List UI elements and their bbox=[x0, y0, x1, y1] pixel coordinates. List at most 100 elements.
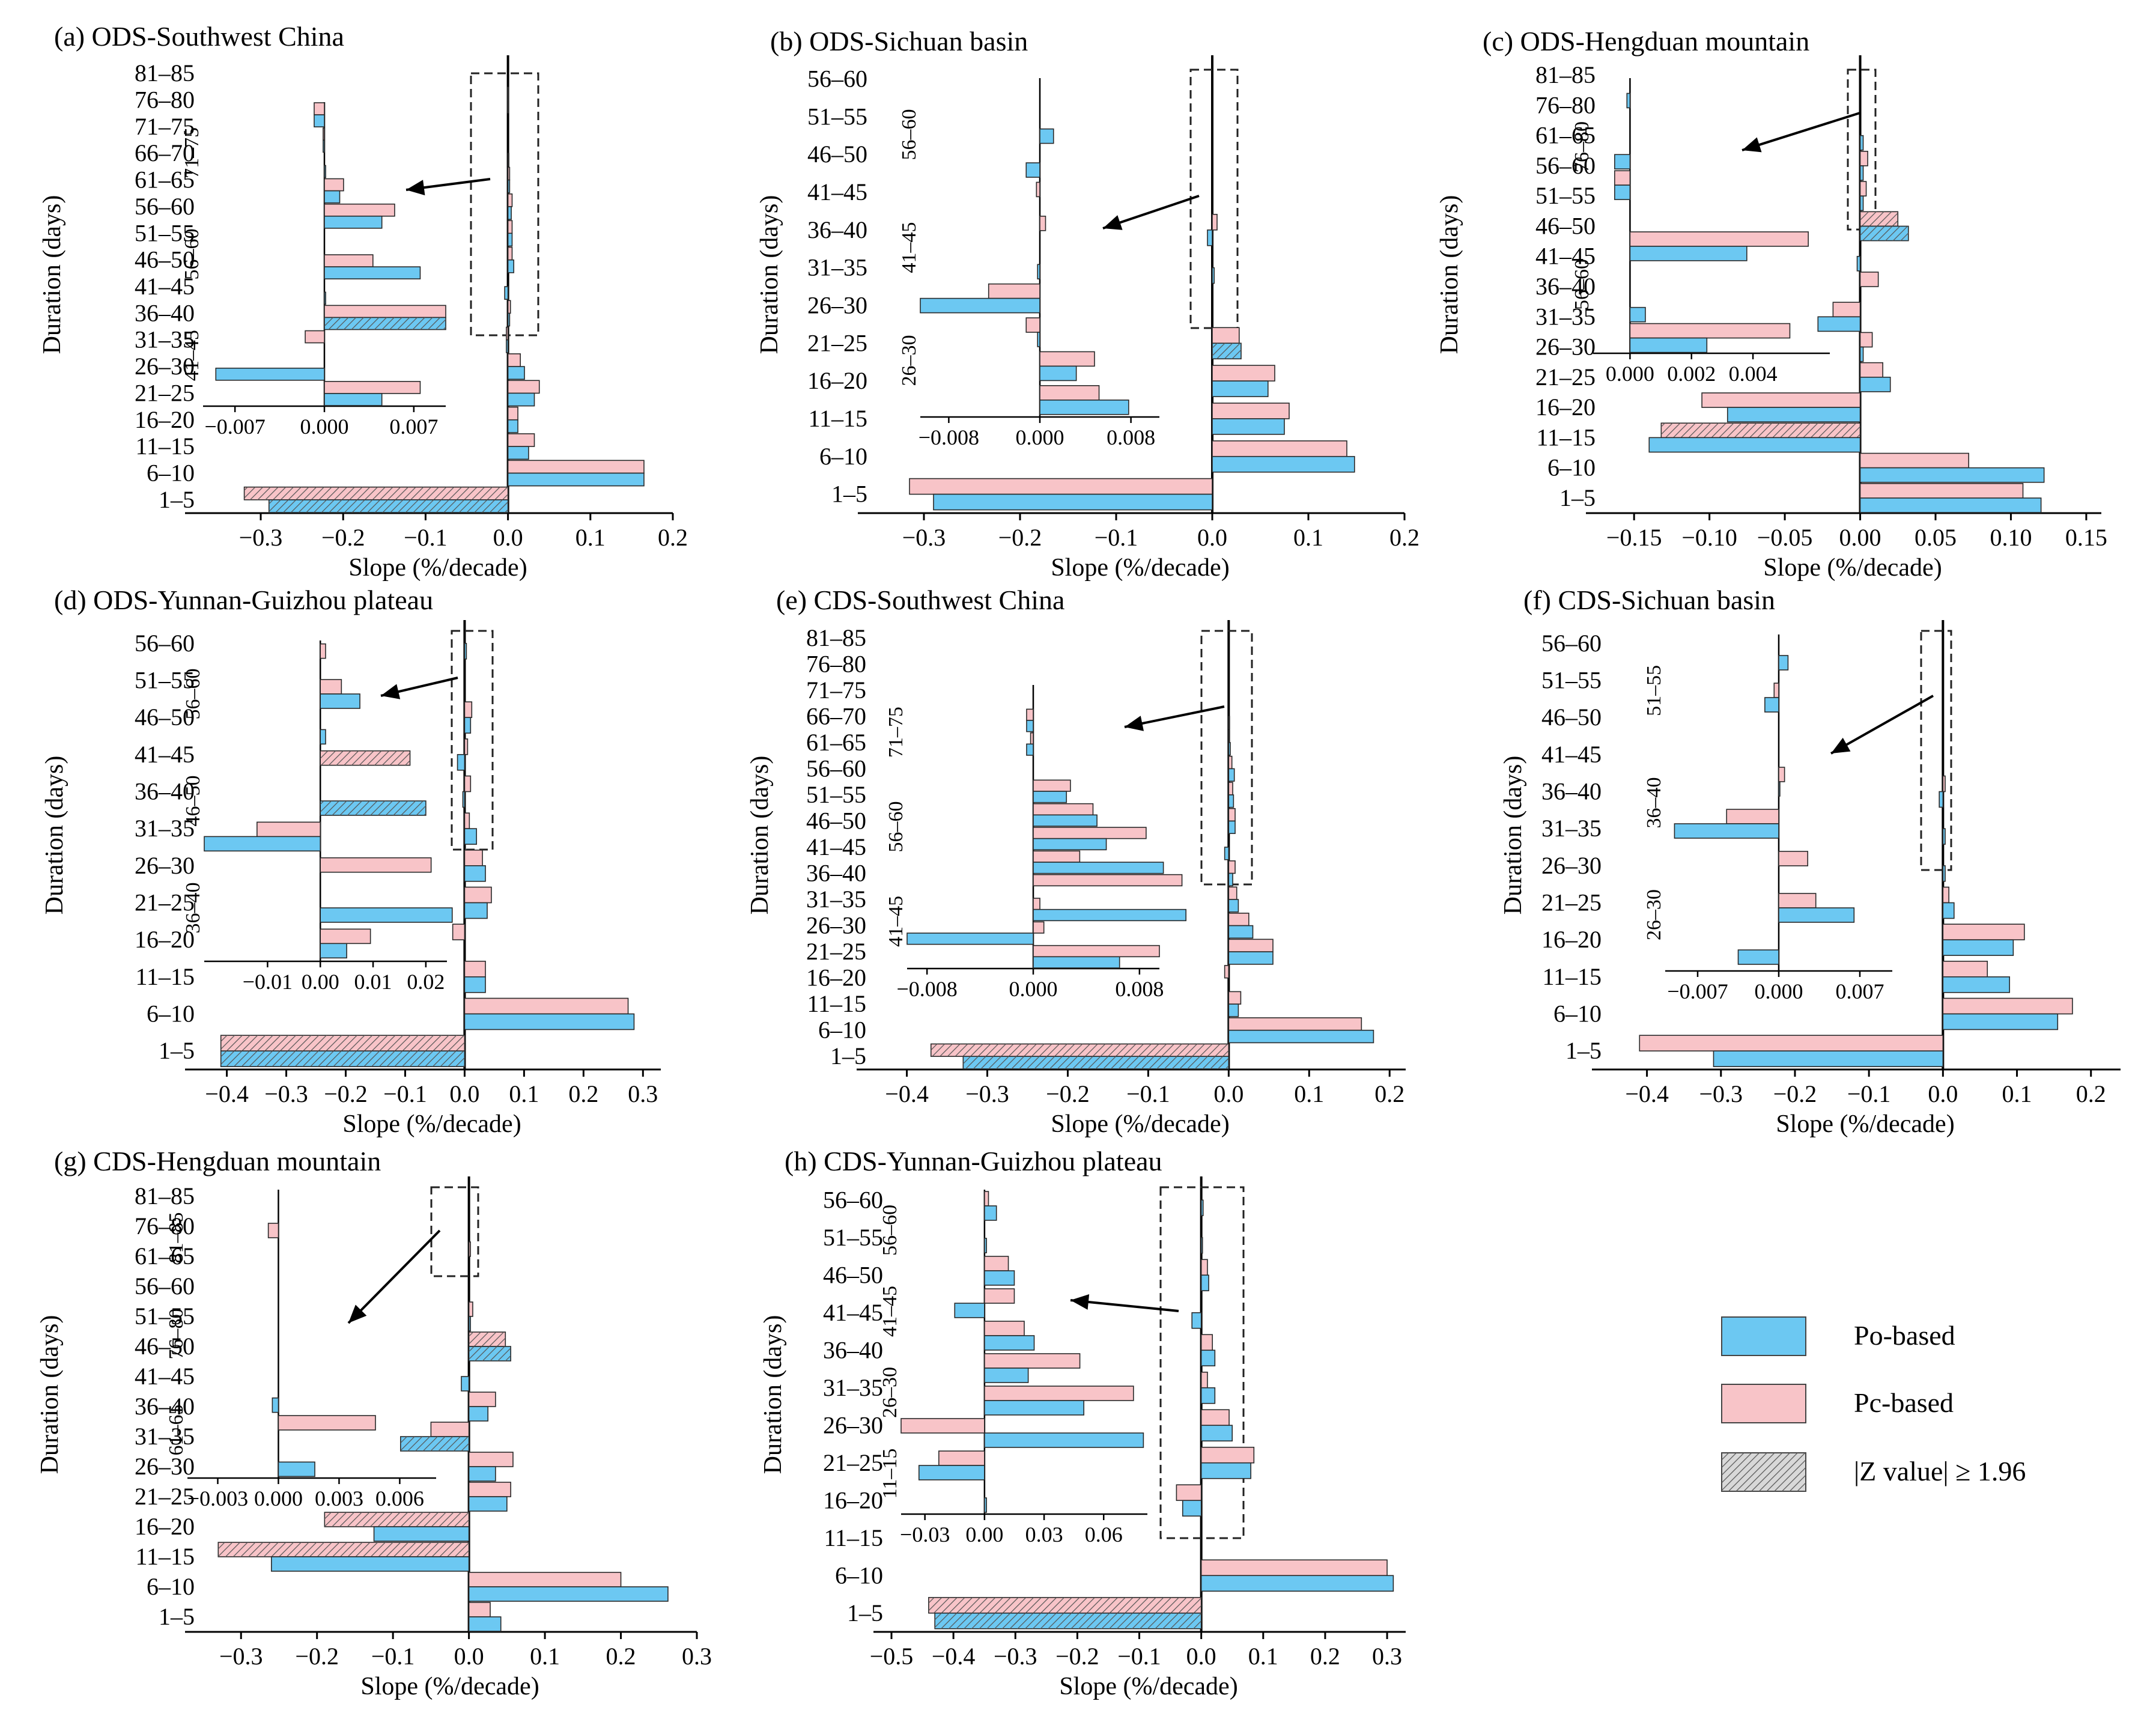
po-bar bbox=[464, 976, 486, 993]
inset-pc-bar bbox=[1030, 732, 1034, 745]
inset-x-tick-label: 0.000 bbox=[1009, 977, 1058, 1001]
pc-bar bbox=[1859, 181, 1867, 197]
po-bar bbox=[1228, 1003, 1239, 1017]
po-bar bbox=[507, 392, 535, 407]
po-bar bbox=[1228, 742, 1231, 756]
inset-po-bar bbox=[984, 1497, 987, 1513]
x-tick-label: −0.2 bbox=[295, 1643, 339, 1670]
inset-group-label: 56–60 bbox=[181, 229, 203, 280]
po-bar bbox=[1200, 1462, 1251, 1479]
inset-x-tick-label: 0.000 bbox=[1755, 979, 1803, 1003]
pc-bar bbox=[1200, 1334, 1213, 1351]
y-tick-label: 31–35 bbox=[1541, 815, 1602, 842]
po-bar bbox=[1228, 1029, 1374, 1044]
inset-x-tick-label: 0.000 bbox=[300, 415, 349, 439]
inset-po-bar bbox=[920, 297, 1040, 314]
y-tick-label: 41–45 bbox=[823, 1299, 883, 1326]
inset-pc-bar bbox=[984, 1288, 1015, 1304]
inset-group-label: 56–60 bbox=[1571, 259, 1593, 310]
y-tick-label: 31–35 bbox=[135, 1423, 195, 1450]
inset-po-bar bbox=[320, 943, 347, 959]
panel-b: (b) ODS-Sichuan basin Duration (days) 1–5 6… bbox=[756, 26, 1420, 582]
inset-po-bar bbox=[1614, 154, 1631, 170]
x-axis-label: Slope (%/decade) bbox=[1059, 1673, 1237, 1700]
inset-po-bar bbox=[984, 1400, 1084, 1416]
po-bar bbox=[1200, 1237, 1203, 1254]
inset-pc-bar bbox=[1033, 898, 1040, 910]
inset-x-tick-label: 0.008 bbox=[1115, 977, 1164, 1001]
x-tick-label: −0.1 bbox=[1117, 1643, 1161, 1670]
po-bar bbox=[1942, 939, 2014, 956]
x-tick-label: −0.4 bbox=[205, 1080, 249, 1107]
y-tick-label: 56–60 bbox=[1541, 630, 1602, 657]
inset-x-tick-label: −0.008 bbox=[919, 425, 979, 449]
x-tick-label: −0.3 bbox=[219, 1643, 263, 1670]
panel-f: (f) CDS-Sichuan basin Duration (days) 1–5 6… bbox=[1499, 585, 2121, 1138]
po-bar bbox=[468, 1316, 471, 1331]
inset-x-tick-label: −0.007 bbox=[205, 415, 266, 439]
pc-bar bbox=[464, 997, 629, 1015]
inset-pc-bar bbox=[984, 1353, 1081, 1369]
y-tick-label: 61–65 bbox=[135, 1243, 195, 1270]
inset-pc-bar bbox=[1036, 181, 1040, 198]
y-tick-label: 31–35 bbox=[1535, 303, 1596, 330]
inset-pc-bar bbox=[324, 254, 374, 267]
x-tick-label: −0.1 bbox=[1095, 524, 1138, 551]
inset-po-bar bbox=[278, 1461, 315, 1477]
inset-x-tick-label: 0.006 bbox=[375, 1486, 424, 1511]
po-bar bbox=[1212, 418, 1285, 435]
y-tick-label: 41–45 bbox=[807, 178, 867, 205]
po-bar bbox=[933, 493, 1213, 511]
y-tick-label: 66–70 bbox=[135, 139, 195, 166]
inset-po-bar bbox=[1778, 781, 1781, 797]
inset-po-bar bbox=[1033, 956, 1120, 969]
pc-bar bbox=[468, 1301, 473, 1317]
po-bar bbox=[507, 179, 511, 193]
y-tick-label: 41–45 bbox=[135, 1363, 195, 1390]
inset-group-label: 56–60 bbox=[885, 802, 907, 853]
pc-bar bbox=[1200, 1371, 1208, 1389]
po-bar-significance-hatch bbox=[963, 1056, 1229, 1069]
y-tick-label: 1–5 bbox=[1565, 1037, 1602, 1064]
y-tick-label: 26–30 bbox=[806, 912, 866, 939]
inset-group-label: 41–45 bbox=[898, 222, 920, 273]
y-tick-label: 36–40 bbox=[806, 860, 866, 887]
inset-pc-bar bbox=[320, 643, 326, 659]
po-bar bbox=[1212, 267, 1215, 284]
y-tick-label: 81–85 bbox=[135, 1182, 195, 1209]
y-tick-label: 16–20 bbox=[807, 367, 867, 394]
inset-po-bar bbox=[320, 729, 326, 745]
pc-bar bbox=[1942, 775, 1946, 793]
y-axis-label: Duration (days) bbox=[756, 195, 783, 354]
pc-bar bbox=[1228, 860, 1236, 874]
inset-po-bar bbox=[1778, 655, 1789, 671]
y-tick-label: 1–5 bbox=[159, 1037, 195, 1064]
po-bar bbox=[507, 153, 509, 167]
pc-bar bbox=[464, 812, 470, 829]
inset-po-bar bbox=[323, 139, 325, 153]
y-tick-label: 41–45 bbox=[135, 273, 195, 300]
legend-swatch-pc bbox=[1721, 1384, 1806, 1423]
x-tick-label: −0.05 bbox=[1757, 524, 1813, 551]
y-tick-label: 6–10 bbox=[1553, 1000, 1602, 1027]
y-tick-label: 16–20 bbox=[135, 406, 195, 433]
inset-pc-bar bbox=[314, 102, 325, 115]
pc-bar bbox=[464, 775, 472, 793]
x-tick-label: 0.00 bbox=[1839, 524, 1881, 551]
x-tick-label: 0.2 bbox=[568, 1080, 598, 1107]
x-tick-label: −0.2 bbox=[321, 524, 365, 551]
x-tick-label: −0.15 bbox=[1606, 524, 1662, 551]
y-tick-label: 1–5 bbox=[159, 486, 195, 513]
po-bar-significance-hatch bbox=[1212, 343, 1241, 359]
inset-po-bar bbox=[1039, 128, 1054, 144]
inset-pc-bar bbox=[324, 178, 344, 192]
zoom-arrow-head bbox=[1742, 137, 1762, 153]
inset-x-tick-label: −0.008 bbox=[897, 977, 958, 1001]
inset-po-bar bbox=[324, 215, 383, 229]
x-tick-label: −0.1 bbox=[383, 1080, 427, 1107]
panel-c: (c) ODS-Hengduan mountain Duration (days)… bbox=[1436, 26, 2107, 582]
x-tick-label: −0.2 bbox=[324, 1080, 368, 1107]
pc-bar bbox=[507, 380, 540, 394]
pc-bar bbox=[1228, 808, 1236, 822]
inset-x-tick-label: 0.000 bbox=[1606, 362, 1654, 386]
